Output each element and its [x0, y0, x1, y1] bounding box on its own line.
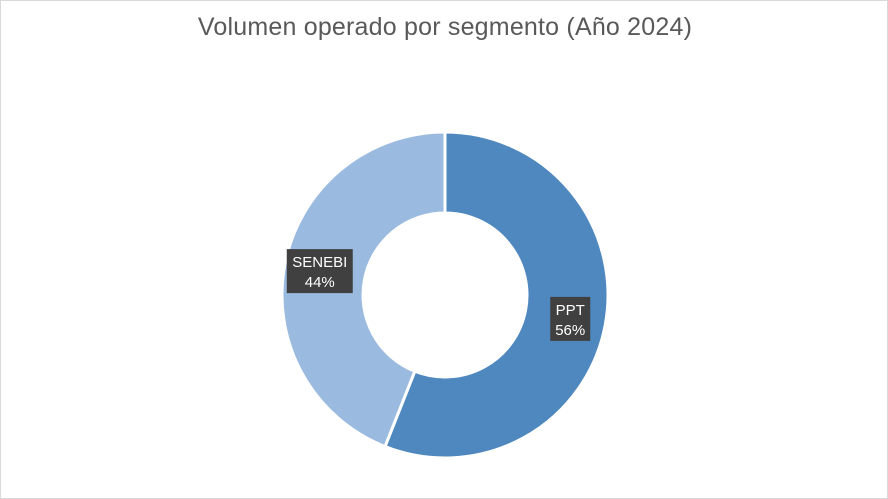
- donut-slice-senebi: [280, 130, 447, 449]
- donut-slice-ppt: [383, 130, 610, 460]
- chart-title: Volumen operado por segmento (Año 2024): [197, 13, 693, 41]
- data-label-percent: 44%: [305, 274, 335, 291]
- data-label-percent: 56%: [555, 322, 585, 339]
- data-label-box: [286, 249, 353, 294]
- data-label-category: SENEBI: [292, 254, 347, 271]
- data-label-senebi: SENEBI 44%: [286, 249, 353, 294]
- data-label-ppt: PPT 56%: [550, 296, 591, 341]
- data-label-box: [550, 296, 591, 341]
- data-label-category: PPT: [556, 302, 585, 319]
